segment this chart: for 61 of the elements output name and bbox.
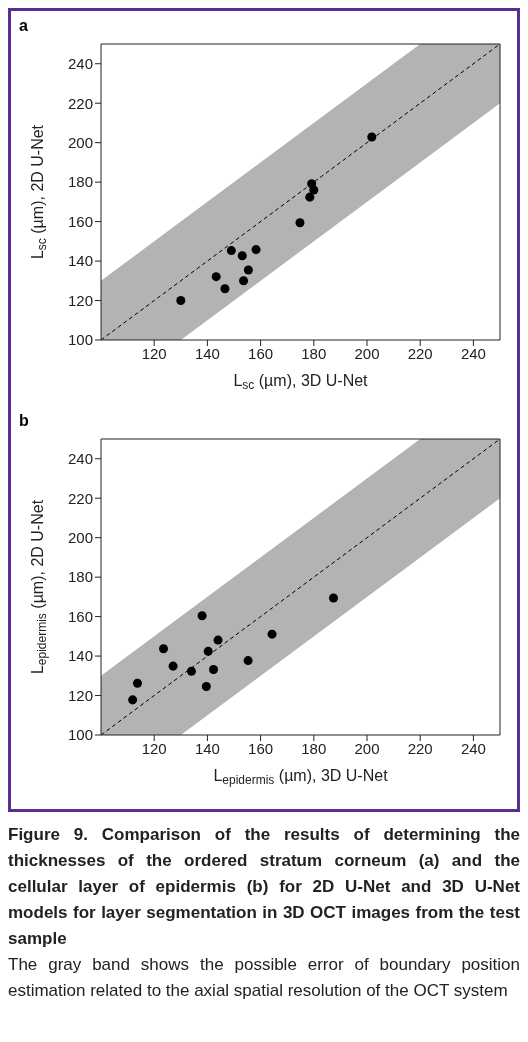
point [243, 656, 253, 666]
point [159, 644, 169, 654]
point [201, 681, 211, 691]
point [309, 185, 319, 195]
x-tick-label: 180 [301, 739, 327, 757]
point [367, 132, 377, 142]
x-tick-label: 240 [460, 739, 486, 757]
point [237, 251, 247, 261]
y-tick-label: 120 [67, 291, 93, 309]
point [251, 245, 261, 255]
point [243, 265, 253, 275]
y-tick-label: 100 [67, 726, 93, 744]
y-tick-label: 200 [67, 528, 93, 546]
x-tick-label: 200 [354, 344, 380, 362]
point [132, 678, 142, 688]
chart-title: b [19, 412, 29, 430]
x-tick-label: 120 [141, 739, 167, 757]
point [239, 276, 249, 286]
point [267, 629, 277, 639]
x-tick-label: 220 [407, 739, 433, 757]
x-tick-label: 140 [194, 344, 220, 362]
chart-title: a [19, 17, 28, 35]
y-tick-label: 200 [67, 133, 93, 151]
x-tick-label: 180 [301, 344, 327, 362]
point [176, 296, 186, 306]
y-tick-label: 220 [67, 94, 93, 112]
point [128, 695, 138, 705]
x-tick-label: 220 [407, 344, 433, 362]
y-tick-label: 160 [67, 212, 93, 230]
x-axis-title: L$_{epidermis}$ (µm), 3D U-Net [213, 767, 389, 787]
y-tick-label: 140 [67, 647, 93, 665]
point [209, 664, 219, 674]
point [211, 272, 221, 282]
y-tick-label: 160 [67, 607, 93, 625]
point [203, 646, 213, 656]
point [186, 666, 196, 676]
y-tick-label: 100 [67, 331, 93, 349]
point [220, 284, 230, 294]
y-tick-label: 180 [67, 173, 93, 191]
y-tick-label: 240 [67, 55, 93, 73]
x-tick-label: 160 [248, 344, 274, 362]
y-tick-label: 140 [67, 252, 93, 270]
x-tick-label: 200 [354, 739, 380, 757]
x-tick-label: 240 [460, 344, 486, 362]
point [168, 661, 178, 671]
point [213, 635, 223, 645]
text: The gray band shows the possible error of boundary position estimation related to the axial spatial resolution of the OCT system [8, 954, 520, 1002]
point [197, 611, 207, 621]
x-tick-label: 140 [194, 739, 220, 757]
y-tick-label: 120 [67, 686, 93, 704]
caption: Figure 9. Comparison of the results of determining the thicknesses of the ordered stratum corneum (a) and the cellular layer of epidermis (b) for 2D U-Net and 3D U-Net models for layer segmentation in 3D OCT images from the test sample [8, 824, 520, 950]
y-tick-label: 220 [67, 489, 93, 507]
y-tick-label: 180 [67, 568, 93, 586]
point [328, 593, 338, 603]
x-tick-label: 160 [248, 739, 274, 757]
point [226, 246, 236, 256]
x-tick-label: 120 [141, 344, 167, 362]
x-axis-title: L$_{sc}$ (µm), 3D U-Net [233, 372, 369, 392]
point [295, 218, 305, 228]
y-tick-label: 240 [67, 450, 93, 468]
point [305, 192, 315, 202]
